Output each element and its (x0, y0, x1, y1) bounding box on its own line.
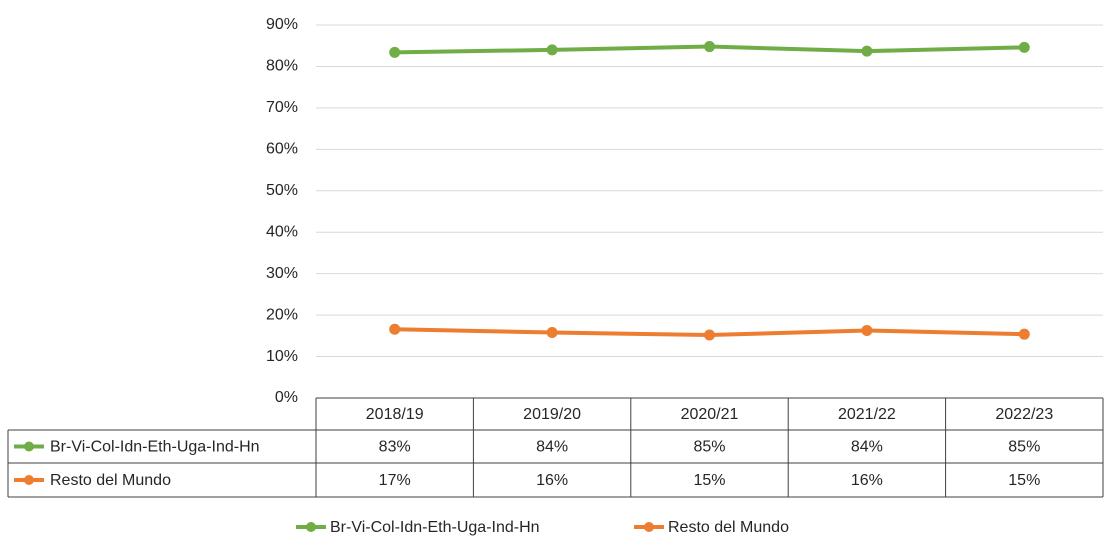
y-tick-label: 50% (266, 182, 298, 199)
x-tick-label: 2022/23 (995, 406, 1053, 423)
y-tick-label: 20% (266, 306, 298, 323)
data-label: 16% (536, 472, 568, 489)
legend-label: Resto del Mundo (668, 519, 789, 536)
table-legend-key (24, 441, 34, 452)
y-tick-label: 0% (275, 389, 298, 406)
data-point (861, 324, 873, 336)
data-label: 83% (379, 439, 411, 456)
data-label: 85% (693, 439, 725, 456)
data-point (861, 45, 873, 57)
data-label: 15% (1008, 472, 1040, 489)
data-point (1018, 41, 1030, 53)
y-tick-label: 40% (266, 223, 298, 240)
legend-label: Br-Vi-Col-Idn-Eth-Uga-Ind-Hn (330, 519, 540, 536)
x-tick-label: 2018/19 (366, 406, 424, 423)
x-tick-label: 2020/21 (681, 406, 739, 423)
x-tick-label: 2021/22 (838, 406, 896, 423)
table-series-name: Resto del Mundo (50, 472, 171, 489)
legend-key (644, 522, 654, 532)
legend-key (306, 522, 316, 532)
data-point (389, 323, 401, 335)
x-tick-label: 2019/20 (523, 406, 581, 423)
data-label: 84% (536, 439, 568, 456)
data-point (1018, 328, 1030, 340)
data-label: 84% (851, 439, 883, 456)
table-series-name: Br-Vi-Col-Idn-Eth-Uga-Ind-Hn (50, 439, 260, 456)
table-legend-key (24, 475, 34, 485)
data-label: 16% (851, 472, 883, 489)
data-label: 85% (1008, 439, 1040, 456)
y-tick-label: 70% (266, 99, 298, 116)
y-tick-label: 80% (266, 58, 298, 75)
y-tick-label: 30% (266, 265, 298, 282)
data-point (389, 46, 401, 58)
data-point (704, 329, 715, 341)
data-point (546, 327, 558, 339)
y-tick-label: 60% (266, 141, 298, 158)
data-point (546, 44, 558, 56)
data-point (704, 41, 715, 53)
y-tick-label: 90% (266, 16, 298, 33)
data-label: 17% (379, 472, 411, 489)
y-tick-label: 10% (266, 348, 298, 365)
data-label: 15% (693, 472, 725, 489)
